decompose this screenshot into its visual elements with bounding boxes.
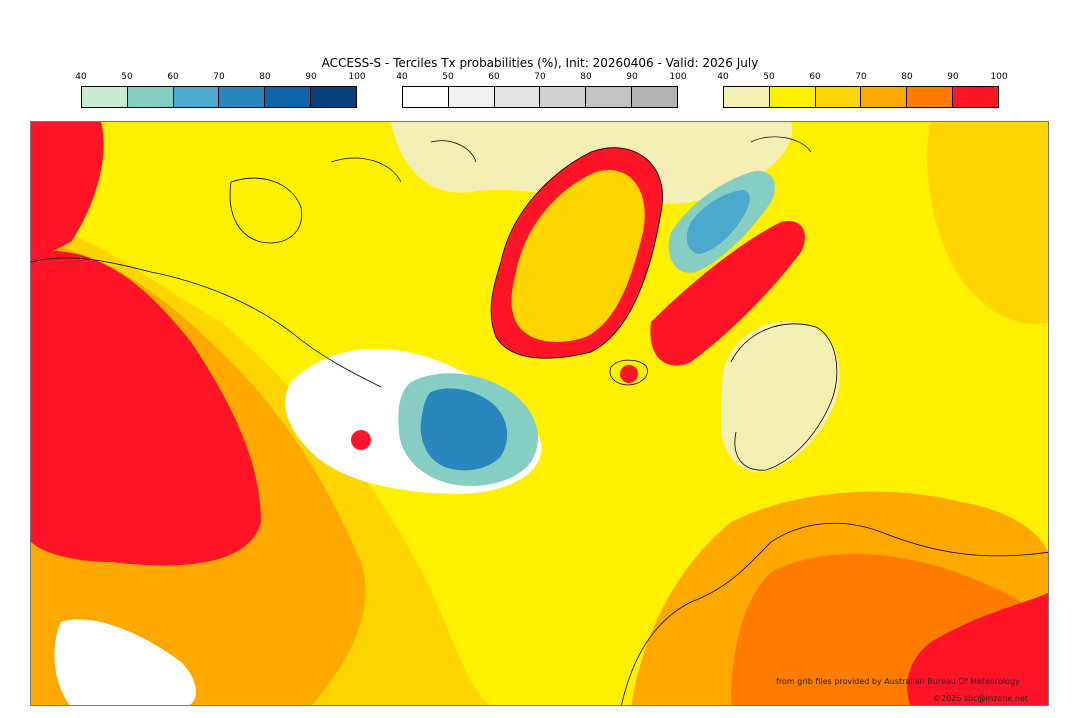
colorbar-tick-label: 90 — [305, 72, 317, 82]
colorbar-near-normal: 40 50 60 70 80 90 100 — [396, 72, 687, 112]
copyright-credit: ©2026 sbc@irizone.net — [933, 694, 1029, 703]
zone-white-southwest — [54, 619, 196, 705]
colorbar-tick-label: 40 — [717, 72, 729, 82]
colorbar-swatch — [82, 87, 128, 107]
colorbar-swatch — [219, 87, 266, 107]
colorbar-tick-label: 50 — [763, 72, 775, 82]
colorbar-ticks: 40 50 60 70 80 90 100 — [717, 72, 1007, 86]
colorbar-tick-label: 80 — [259, 72, 271, 82]
colorbar-swatch — [724, 87, 770, 107]
colorbar-swatches — [402, 86, 678, 108]
colorbar-swatch — [861, 87, 908, 107]
colorbar-tick-label: 90 — [626, 72, 638, 82]
blue-anomaly-east-core — [686, 190, 750, 254]
probability-map — [30, 121, 1049, 706]
red-spot-labrador — [351, 430, 371, 450]
colorbar-tick-label: 70 — [534, 72, 546, 82]
zone-red-west — [31, 250, 261, 566]
colorbar-swatch — [127, 87, 174, 107]
zone-orange-northeast — [927, 122, 1048, 324]
colorbar-below-normal: 40 50 60 70 80 90 100 — [75, 72, 366, 112]
colorbar-swatch — [311, 87, 356, 107]
colorbar-tick-label: 90 — [947, 72, 959, 82]
colorbar-swatch — [586, 87, 633, 107]
coastline-europe — [621, 522, 1048, 705]
colorbar-swatch — [769, 87, 816, 107]
colorbar-swatch — [907, 87, 954, 107]
coastline-arctic-islands — [330, 136, 812, 183]
colorbar-tick-label: 50 — [121, 72, 133, 82]
colorbar-tick-label: 60 — [167, 72, 179, 82]
colorbar-tick-label: 80 — [580, 72, 592, 82]
zone-red-west-upper — [31, 122, 104, 262]
colorbar-tick-label: 100 — [669, 72, 687, 82]
colorbar-swatch — [632, 87, 677, 107]
coastline-iceland — [609, 359, 648, 386]
colorbar-swatch — [173, 87, 220, 107]
colorbar-swatches — [723, 86, 999, 108]
colorbar-tick-label: 60 — [488, 72, 500, 82]
colorbar-swatches — [81, 86, 357, 108]
colorbar-swatch — [448, 87, 495, 107]
colorbar-tick-label: 100 — [990, 72, 1008, 82]
zone-red-east — [907, 592, 1048, 705]
colorbar-swatch — [494, 87, 541, 107]
coastline-scandinavia — [730, 323, 838, 471]
colorbar-above-normal: 40 50 60 70 80 90 100 — [717, 72, 1008, 112]
coastline-north-america — [31, 257, 382, 388]
colorbar-tick-label: 70 — [213, 72, 225, 82]
greenland-interior — [511, 170, 645, 342]
colorbar-tick-label: 80 — [901, 72, 913, 82]
colorbar-tick-label: 40 — [75, 72, 87, 82]
blue-anomaly-atlantic-core — [420, 388, 508, 471]
colorbar-ticks: 40 50 60 70 80 90 100 — [75, 72, 365, 86]
colorbar-swatch — [815, 87, 862, 107]
colorbar-tick-label: 100 — [348, 72, 366, 82]
colorbar-tick-label: 50 — [442, 72, 454, 82]
colorbar-swatch — [953, 87, 998, 107]
colorbar-tick-label: 40 — [396, 72, 408, 82]
coastline-hudson — [229, 177, 303, 244]
red-spot-iceland — [620, 365, 638, 383]
source-credit: from grib files provided by Australian B… — [776, 677, 1020, 686]
map-title: ACCESS-S - Terciles Tx probabilities (%)… — [321, 56, 759, 70]
colorbar-swatch — [403, 87, 449, 107]
colorbar-swatch — [265, 87, 312, 107]
colorbar-swatch — [540, 87, 587, 107]
colorbar-ticks: 40 50 60 70 80 90 100 — [396, 72, 686, 86]
coastline-greenland — [490, 147, 663, 359]
colorbar-tick-label: 70 — [855, 72, 867, 82]
scandinavia-pale — [721, 321, 840, 472]
colorbar-tick-label: 60 — [809, 72, 821, 82]
norwegian-sea-red — [650, 221, 805, 366]
